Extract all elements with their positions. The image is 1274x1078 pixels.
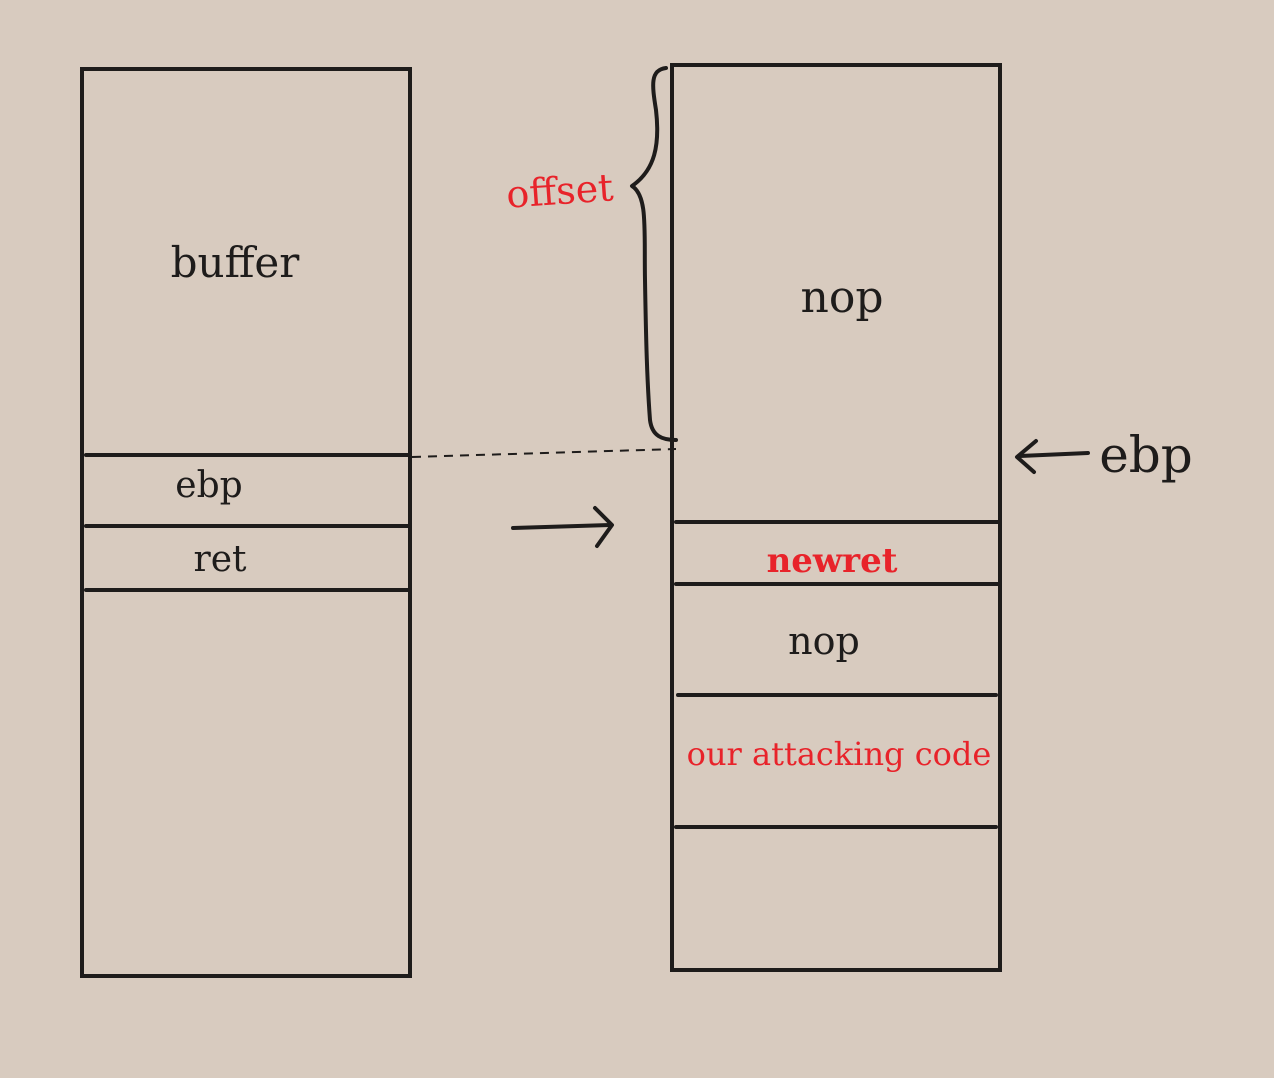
nop-bottom-label: nop <box>788 619 860 663</box>
newret-label: newret <box>767 541 898 581</box>
buffer-label: buffer <box>171 238 301 287</box>
offset-brace-icon <box>630 66 678 442</box>
left-ebp-label: ebp <box>175 465 242 506</box>
nop-top-label: nop <box>801 272 884 323</box>
offset-label: offset <box>505 165 615 216</box>
transform-arrow-icon <box>511 506 614 548</box>
right-stack <box>670 63 1002 972</box>
left-stack-frame <box>80 67 412 978</box>
ebp-alignment-dashed-line <box>411 448 677 458</box>
ebp-pointer-label: ebp <box>1099 426 1193 484</box>
ret-label: ret <box>194 539 248 580</box>
ebp-pointer-arrow-icon <box>1015 439 1090 474</box>
right-stack-frame <box>670 63 1002 972</box>
left-stack <box>80 67 412 978</box>
attack-code-label: our attacking code <box>687 735 992 773</box>
